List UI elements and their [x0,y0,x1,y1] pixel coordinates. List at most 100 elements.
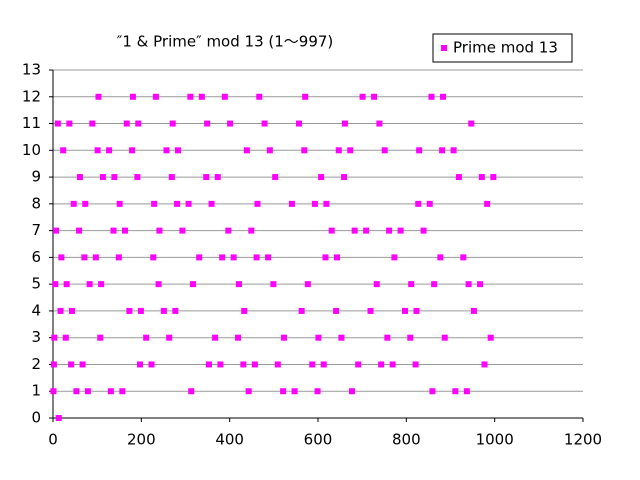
point [253,254,260,261]
point [204,120,211,127]
point [129,93,136,100]
x-tick-label: 200 [127,431,156,449]
point [460,254,467,261]
point [389,361,396,368]
point [243,147,250,154]
point [487,334,494,341]
y-tick-label: 11 [22,114,41,132]
point [256,93,263,100]
point [217,361,224,368]
point [450,147,457,154]
point [280,334,287,341]
point [148,361,155,368]
point [62,334,69,341]
y-tick-label: 13 [22,61,41,79]
point [230,254,237,261]
point [455,174,462,181]
y-tick-label: 10 [22,141,41,159]
point [94,147,101,154]
point [270,281,277,288]
point [241,307,248,314]
point [73,388,80,395]
point [82,200,89,207]
point [98,281,105,288]
point [221,93,228,100]
point [58,254,65,261]
point [322,254,329,261]
y-tick-label: 3 [31,328,41,346]
x-tick-label: 1000 [476,431,514,449]
point [121,227,128,234]
point [60,147,67,154]
point [315,334,322,341]
point [381,147,388,154]
point [212,334,219,341]
point [179,227,186,234]
point [478,174,485,181]
y-tick-label: 6 [31,248,41,266]
point [55,415,62,421]
point [484,200,491,207]
x-tick-label: 800 [392,431,421,449]
point [428,93,435,100]
y-tick-label: 2 [31,355,41,373]
point [57,307,64,314]
point [254,200,261,207]
point [391,254,398,261]
point [110,227,117,234]
point [70,200,77,207]
point [185,200,192,207]
point [416,147,423,154]
point [155,281,162,288]
point [407,334,414,341]
point [309,361,316,368]
point [174,147,181,154]
point [298,307,305,314]
point [208,200,215,207]
point [79,361,86,368]
point [335,147,342,154]
point [168,174,175,181]
point [412,361,419,368]
point [190,281,197,288]
point [463,388,470,395]
y-tick-label: 7 [31,221,41,239]
x-tick-label: 0 [48,431,58,449]
point [465,281,472,288]
point [53,227,60,234]
point [169,120,176,127]
point [413,307,420,314]
point [81,254,88,261]
point [481,361,488,368]
point [163,147,170,154]
point [302,93,309,100]
point [397,227,404,234]
point [245,388,252,395]
point [187,93,194,100]
legend-label: Prime mod 13 [453,39,558,57]
point [227,120,234,127]
point [166,334,173,341]
point [111,174,118,181]
point [106,147,113,154]
point [160,307,167,314]
y-tick-label: 0 [31,409,41,427]
y-tick-label: 4 [31,301,41,319]
point [51,334,58,341]
point [235,334,242,341]
point [408,281,415,288]
point [137,361,144,368]
point [214,174,221,181]
point [402,307,409,314]
chart-title: ″1 & Prime″ mod 13 (1〜997) [117,33,334,51]
point [129,147,136,154]
point [323,200,330,207]
point [318,174,325,181]
point [266,147,273,154]
legend-box [432,33,573,63]
point [338,334,345,341]
point [119,388,126,395]
point [347,147,354,154]
point [219,254,226,261]
